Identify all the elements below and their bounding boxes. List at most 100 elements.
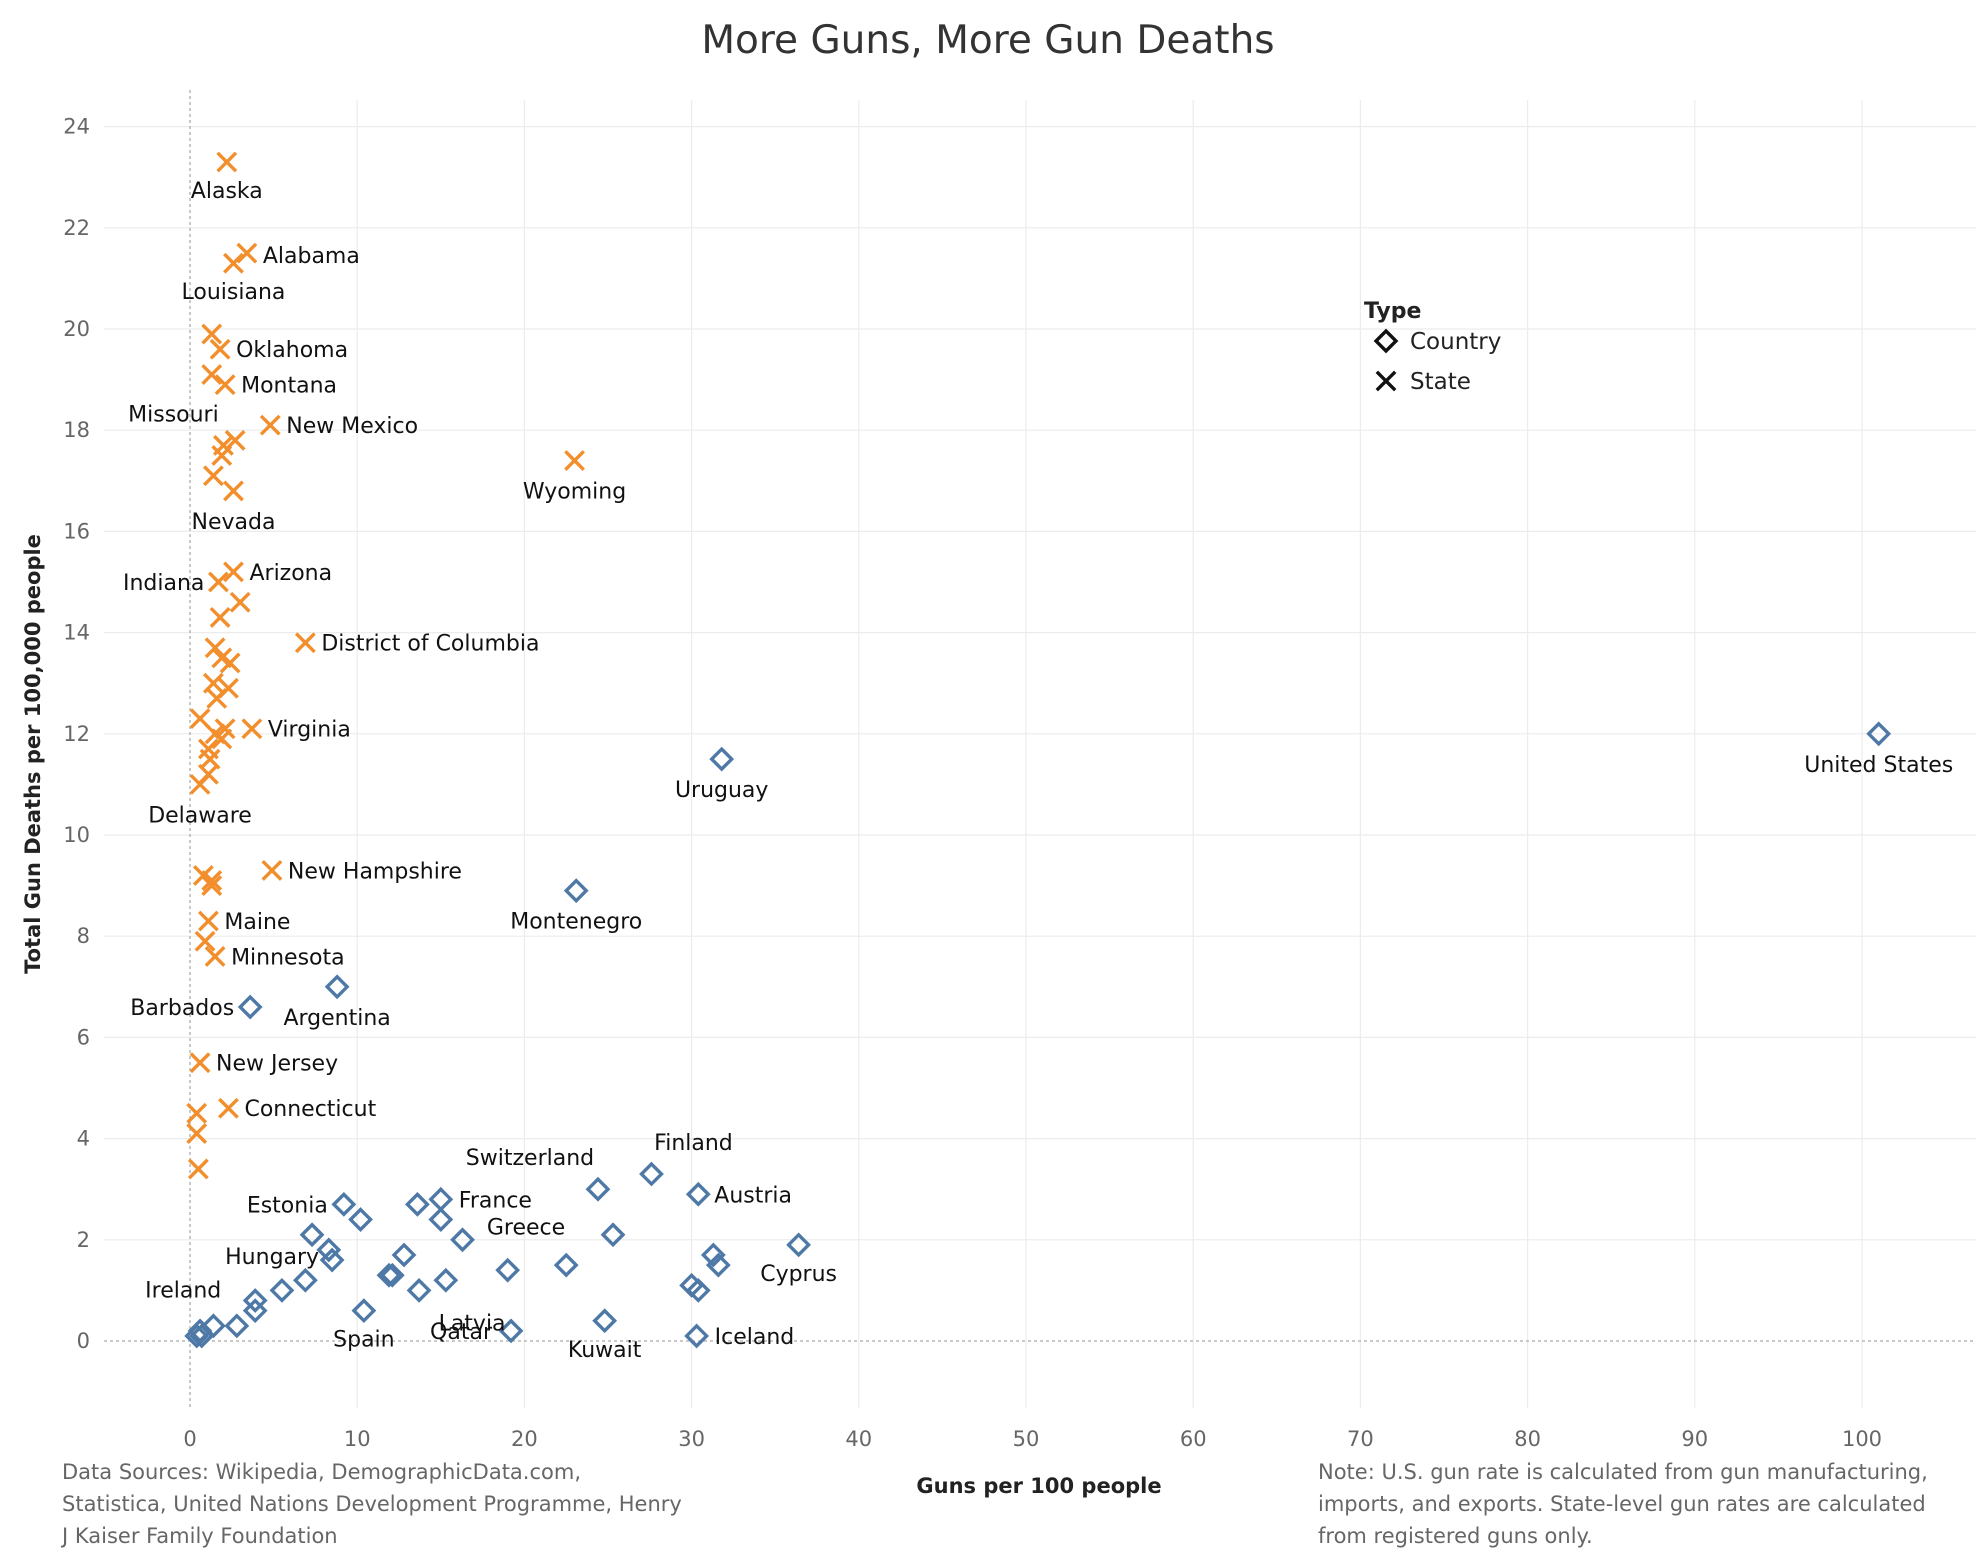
point-label: Spain: [333, 1328, 394, 1353]
point-label: United States: [1804, 753, 1953, 778]
state-point: [294, 632, 316, 654]
country-point: [709, 746, 735, 772]
country-point: [351, 1298, 377, 1324]
country-point: [563, 878, 589, 904]
point-label: Latvia: [439, 1311, 506, 1336]
country-point: [592, 1308, 618, 1334]
state-point: [241, 718, 263, 740]
point-label: Virginia: [268, 718, 351, 743]
country-point: [237, 994, 263, 1020]
point-label: Greece: [487, 1216, 565, 1241]
country-point: [269, 1277, 295, 1303]
state-point: [223, 561, 244, 583]
legend-x-icon: [1375, 370, 1397, 392]
country-point: [242, 1288, 268, 1313]
point-label: District of Columbia: [321, 632, 539, 657]
country-point: [684, 1323, 710, 1349]
axis-ticks: 0 10 20 30 40 50 60 70 80 90 100024681012141618202…: [63, 115, 1882, 1451]
point-label: Connecticut: [244, 1097, 376, 1122]
country-point: [600, 1222, 626, 1248]
y-tick-label: 22: [63, 216, 90, 240]
data-sources-note: Data Sources: Wikipedia, DemographicData…: [62, 1460, 682, 1548]
state-point: [189, 1052, 211, 1074]
state-point: [214, 718, 236, 740]
state-point: [211, 647, 233, 669]
state-point: [201, 364, 223, 385]
state-point: [261, 860, 283, 881]
state-point: [208, 571, 229, 593]
state-point: [209, 607, 231, 628]
state-point: [564, 450, 585, 471]
country-point: [498, 1318, 524, 1344]
country-point: [292, 1267, 318, 1293]
country-point: [553, 1252, 579, 1278]
y-tick-label: 4: [77, 1127, 90, 1151]
point-label: Wyoming: [523, 480, 626, 505]
point-label: Switzerland: [466, 1146, 594, 1171]
point-label: Qatar: [430, 1320, 493, 1345]
point-label: Indiana: [123, 571, 204, 596]
country-point: [224, 1313, 250, 1339]
state-point: [204, 946, 226, 967]
y-tick-label: 12: [63, 722, 90, 746]
state-point: [206, 687, 228, 709]
state-point: [216, 151, 238, 173]
point-label: Austria: [714, 1183, 792, 1208]
point-label: Hungary: [225, 1245, 319, 1270]
point-label: Barbados: [130, 996, 234, 1021]
state-point: [194, 930, 216, 952]
data-points: [184, 151, 1892, 1349]
x-axis-title: Guns per 100 people: [916, 1474, 1161, 1498]
state-point: [189, 708, 211, 730]
country-point: [428, 1186, 454, 1212]
legend-label: Country: [1410, 329, 1501, 355]
country-point: [189, 1323, 215, 1349]
state-point: [187, 1158, 209, 1180]
x-tick-label: 60: [1180, 1427, 1207, 1451]
y-tick-label: 16: [63, 519, 90, 543]
x-tick-label: 20: [511, 1427, 538, 1451]
point-label: Arizona: [249, 561, 332, 586]
country-point: [433, 1267, 459, 1293]
state-point: [229, 591, 251, 613]
state-point: [214, 374, 236, 396]
x-tick-label: 40: [845, 1427, 872, 1451]
state-point: [209, 338, 231, 360]
country-point: [319, 1247, 345, 1273]
country-point: [495, 1257, 521, 1283]
country-point: [406, 1277, 432, 1303]
state-point: [204, 637, 226, 659]
grid: [104, 90, 1976, 1408]
y-tick-label: 8: [77, 924, 90, 948]
state-point: [201, 870, 223, 891]
state-point: [201, 323, 223, 345]
point-label: Montana: [241, 374, 337, 399]
state-point: [211, 728, 233, 750]
point-label: Estonia: [247, 1193, 328, 1218]
country-point: [450, 1227, 475, 1253]
methodology-note: Note: U.S. gun rate is calculated from g…: [1318, 1460, 1928, 1548]
country-point: [391, 1242, 417, 1268]
country-point: [376, 1262, 402, 1288]
country-point: [324, 974, 350, 1000]
y-tick-label: 10: [63, 823, 90, 847]
point-label: Maine: [224, 910, 290, 935]
state-point: [259, 414, 281, 436]
state-point: [186, 1102, 208, 1124]
state-point: [199, 748, 221, 770]
x-tick-label: 10: [344, 1427, 371, 1451]
state-point: [189, 773, 211, 795]
y-tick-label: 0: [77, 1329, 90, 1353]
x-tick-label: 100: [1842, 1427, 1882, 1451]
state-point: [203, 465, 224, 487]
point-label: Cyprus: [760, 1262, 837, 1287]
point-label: France: [459, 1188, 532, 1213]
point-label: New Hampshire: [288, 859, 462, 884]
point-label: Iceland: [715, 1325, 795, 1350]
point-label: Finland: [654, 1131, 733, 1156]
point-label: Argentina: [283, 1006, 390, 1031]
country-point: [685, 1181, 711, 1207]
point-label: Uruguay: [675, 778, 769, 803]
x-tick-label: 30: [678, 1427, 705, 1451]
